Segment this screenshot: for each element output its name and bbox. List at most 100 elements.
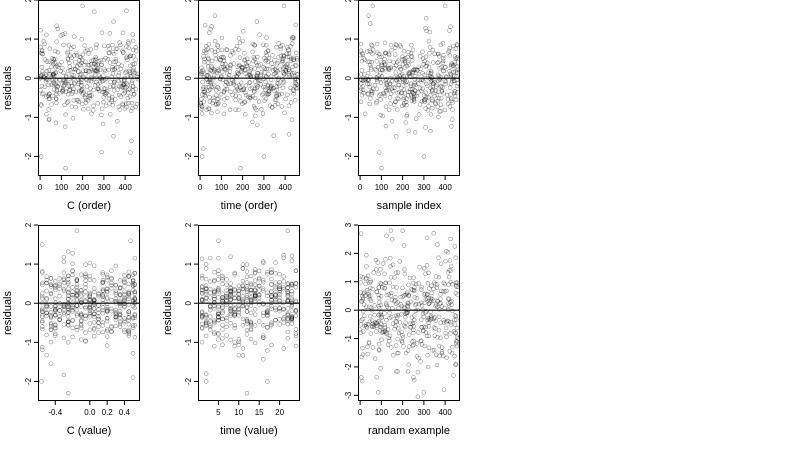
data-point: [421, 266, 427, 271]
data-point: [370, 324, 375, 330]
data-point: [53, 313, 58, 318]
data-point: [376, 93, 382, 98]
data-point: [51, 72, 56, 77]
data-point: [252, 294, 258, 299]
data-point: [289, 317, 295, 323]
data-point: [396, 96, 401, 102]
x-tick-label: 400: [438, 408, 452, 417]
data-point: [109, 275, 114, 281]
data-point: [439, 288, 444, 294]
data-point: [205, 73, 210, 78]
data-point: [379, 62, 385, 67]
data-point: [61, 310, 67, 316]
data-point: [412, 377, 417, 383]
data-point: [224, 80, 229, 85]
data-point: [44, 280, 49, 286]
data-point: [79, 321, 84, 327]
data-point: [266, 91, 272, 96]
data-point: [269, 298, 274, 303]
data-point: [358, 41, 364, 47]
data-point: [203, 320, 209, 326]
data-point: [83, 274, 88, 280]
data-point: [426, 324, 432, 329]
data-point: [234, 86, 240, 92]
data-point: [379, 62, 384, 67]
data-point: [126, 290, 131, 296]
data-point: [367, 313, 373, 319]
data-point: [411, 342, 416, 348]
data-point: [79, 297, 84, 303]
data-point: [232, 295, 237, 301]
data-point: [100, 279, 106, 285]
data-point: [113, 263, 119, 269]
data-point: [126, 328, 131, 334]
data-point: [384, 304, 390, 309]
data-point: [401, 57, 407, 62]
data-point: [209, 65, 214, 70]
data-point: [113, 282, 119, 288]
data-point: [293, 343, 299, 349]
data-point: [277, 67, 283, 72]
data-point: [65, 100, 70, 105]
data-point: [54, 23, 59, 28]
data-point: [91, 298, 97, 303]
x-tick-label: 400: [118, 183, 132, 192]
data-point: [273, 318, 278, 323]
data-point: [364, 275, 369, 281]
data-point: [60, 87, 66, 92]
data-point: [454, 97, 459, 103]
data-point: [255, 122, 260, 128]
data-point: [78, 80, 84, 85]
data-point: [279, 91, 285, 97]
data-point: [44, 274, 49, 279]
data-point: [88, 86, 93, 91]
data-point: [104, 308, 110, 314]
data-point: [232, 323, 237, 328]
data-point: [109, 280, 114, 286]
data-point: [53, 323, 58, 328]
data-point: [74, 303, 80, 308]
data-point: [375, 260, 380, 265]
data-point: [248, 303, 254, 308]
data-point: [126, 315, 131, 320]
data-point: [104, 308, 110, 313]
data-point: [448, 92, 453, 97]
data-point: [359, 375, 364, 380]
data-point: [132, 334, 138, 340]
data-point: [199, 297, 205, 302]
data-point: [203, 371, 209, 376]
data-point: [113, 56, 119, 62]
data-point: [117, 285, 123, 291]
data-point: [74, 307, 80, 313]
data-point: [199, 106, 205, 112]
data-point: [236, 313, 242, 318]
data-point: [417, 86, 423, 91]
data-point: [248, 319, 254, 324]
data-point: [426, 345, 432, 350]
data-point: [83, 298, 88, 303]
data-point: [252, 307, 258, 312]
data-point: [207, 80, 213, 85]
data-point: [99, 112, 104, 117]
data-point: [209, 58, 215, 64]
data-point: [285, 311, 290, 316]
data-point: [441, 58, 446, 63]
data-point: [392, 66, 397, 71]
data-point: [55, 84, 60, 90]
data-point: [96, 291, 101, 296]
data-point: [430, 98, 435, 104]
data-point: [80, 87, 85, 92]
data-point: [439, 96, 444, 101]
data-point: [266, 48, 271, 54]
data-point: [263, 79, 268, 84]
data-point: [360, 352, 366, 357]
data-point: [224, 293, 229, 299]
data-point: [130, 316, 136, 321]
data-point: [206, 85, 211, 90]
data-point: [242, 99, 248, 104]
data-point: [211, 66, 217, 72]
data-point: [126, 101, 131, 106]
y-tick-label: -3: [344, 391, 353, 399]
data-point: [364, 49, 370, 54]
data-point: [401, 77, 406, 82]
